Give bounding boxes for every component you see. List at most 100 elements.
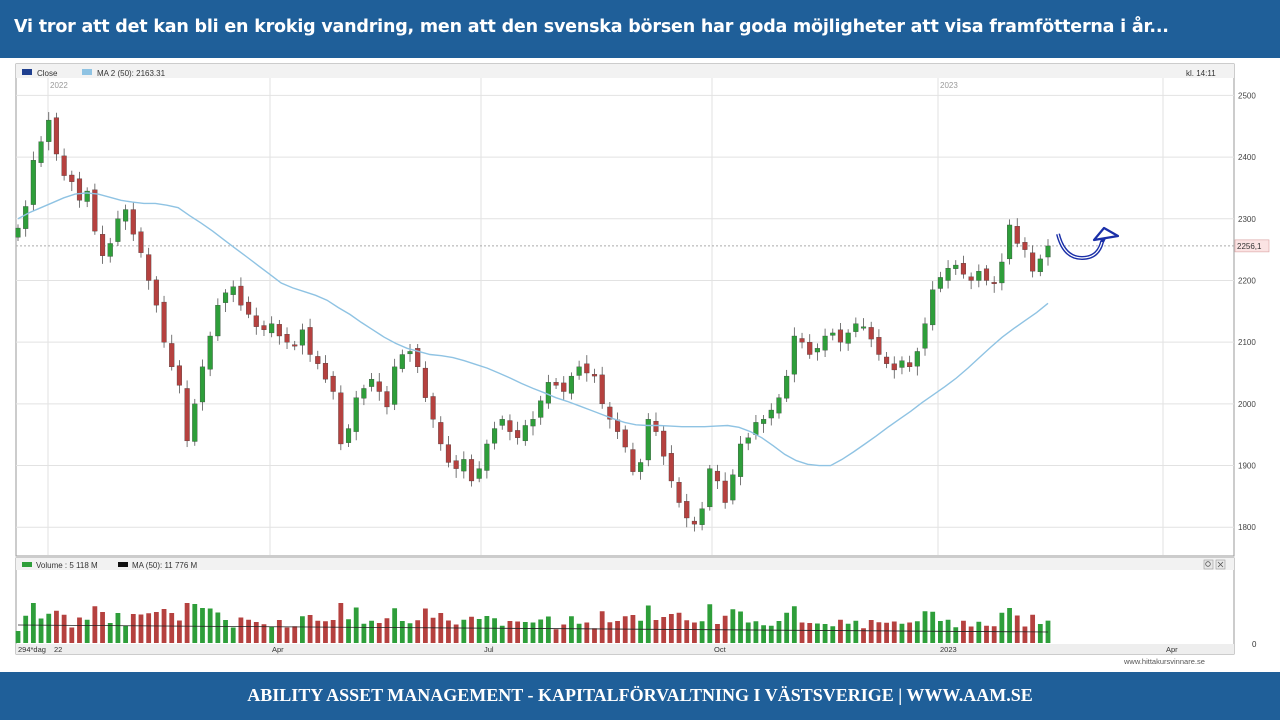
zoom-icon[interactable] — [1203, 559, 1214, 570]
volume-bar-86 — [676, 612, 682, 643]
volume-bar-107 — [838, 619, 843, 643]
u-turn-arrow-icon — [1056, 226, 1120, 261]
volume-bar-15 — [130, 614, 136, 643]
y-tick-2100: 2100 — [1238, 338, 1256, 347]
volume-bar-114 — [891, 621, 897, 643]
candle-56 — [445, 435, 451, 468]
candle-106 — [830, 328, 836, 341]
volume-bar-74 — [584, 622, 590, 643]
volume-bar-105 — [822, 624, 828, 643]
volume-bar-75 — [592, 628, 597, 643]
volume-bar-1 — [23, 615, 29, 643]
candle-48 — [384, 385, 390, 415]
candle-90 — [707, 464, 713, 511]
candle-46 — [369, 373, 375, 392]
stock-chart: Close MA 2 (50): 2163.31 kl. 14:11 2022 … — [15, 63, 1270, 666]
close-legend-label: Close — [37, 69, 58, 78]
candle-95 — [745, 432, 751, 451]
candle-47 — [376, 373, 382, 401]
close-panel-icon[interactable] — [1215, 559, 1226, 570]
volume-bar-45 — [361, 623, 367, 643]
candle-5 — [53, 112, 59, 161]
candle-94 — [737, 435, 744, 486]
candle-125 — [976, 264, 982, 288]
candle-82 — [645, 413, 651, 467]
volume-bar-103 — [807, 623, 813, 643]
volume-bar-85 — [668, 614, 674, 643]
candle-67 — [530, 411, 536, 436]
candle-87 — [684, 493, 690, 528]
candle-57 — [453, 455, 459, 478]
candle-49 — [392, 358, 398, 411]
volume-ma-legend-label: MA (50): 11 776 M — [132, 561, 198, 570]
candle-109 — [853, 317, 859, 338]
volume-bar-125 — [976, 621, 982, 643]
candle-132 — [1030, 245, 1036, 278]
candle-75 — [591, 368, 598, 383]
candle-122 — [953, 260, 959, 275]
x-axis-prefix: 294*dag — [18, 645, 46, 654]
candle-45 — [361, 384, 367, 406]
volume-legend-swatch — [22, 562, 32, 567]
candle-15 — [130, 202, 136, 242]
volume-bar-109 — [853, 620, 859, 643]
candle-42 — [338, 385, 344, 451]
candle-112 — [876, 329, 882, 361]
volume-bar-49 — [392, 608, 398, 643]
x-tick-4: 2023 — [940, 645, 957, 654]
volume-bar-90 — [707, 604, 713, 643]
volume-bar-78 — [615, 621, 620, 643]
candle-23 — [192, 398, 198, 446]
volume-bar-113 — [884, 622, 889, 643]
volume-bar-100 — [784, 612, 790, 643]
candle-107 — [837, 323, 844, 352]
candle-88 — [691, 516, 697, 532]
volume-bar-48 — [384, 618, 390, 643]
volume-bars — [15, 603, 1051, 643]
volume-bar-128 — [999, 612, 1005, 643]
x-tick-5: Apr — [1166, 645, 1178, 654]
volume-bar-58 — [461, 619, 467, 643]
candles — [15, 112, 1051, 532]
volume-bar-51 — [407, 623, 413, 643]
y-tick-2400: 2400 — [1238, 153, 1256, 162]
volume-bar-14 — [123, 625, 129, 643]
year-label-2023: 2023 — [940, 81, 958, 90]
volume-bar-69 — [545, 616, 551, 643]
volume-bar-93 — [730, 609, 736, 643]
candle-22 — [184, 380, 190, 448]
candle-21 — [176, 360, 182, 394]
candle-123 — [960, 255, 966, 279]
candle-19 — [161, 295, 167, 348]
candle-58 — [461, 451, 467, 479]
ma-line — [17, 192, 1049, 467]
volume-bar-123 — [961, 620, 966, 643]
volume-bar-76 — [599, 611, 605, 643]
candle-66 — [522, 419, 528, 446]
candle-115 — [899, 356, 905, 375]
volume-bar-84 — [661, 617, 667, 643]
candle-76 — [599, 366, 605, 409]
volume-bar-72 — [569, 616, 574, 643]
x-axis-bar — [16, 644, 1234, 654]
volume-zero-label: 0 — [1252, 640, 1257, 649]
volume-bar-4 — [46, 613, 52, 643]
watermark: www.hittakursvinnare.se — [1123, 657, 1205, 666]
title-banner — [0, 0, 1280, 58]
candle-110 — [860, 318, 867, 331]
volume-bar-12 — [107, 623, 113, 643]
candle-63 — [499, 415, 505, 430]
candle-102 — [799, 332, 805, 349]
candle-77 — [607, 402, 613, 429]
candle-37 — [299, 323, 305, 355]
volume-bar-10 — [92, 606, 98, 643]
candle-54 — [430, 392, 436, 428]
footer-banner — [0, 672, 1280, 720]
volume-bar-26 — [215, 612, 221, 643]
volume-bar-11 — [100, 612, 105, 643]
stock-chart-panel: Close MA 2 (50): 2163.31 kl. 14:11 2022 … — [8, 58, 1270, 670]
candle-84 — [661, 425, 667, 465]
volume-bar-132 — [1030, 614, 1036, 643]
candle-128 — [999, 253, 1005, 291]
candle-114 — [891, 356, 897, 379]
